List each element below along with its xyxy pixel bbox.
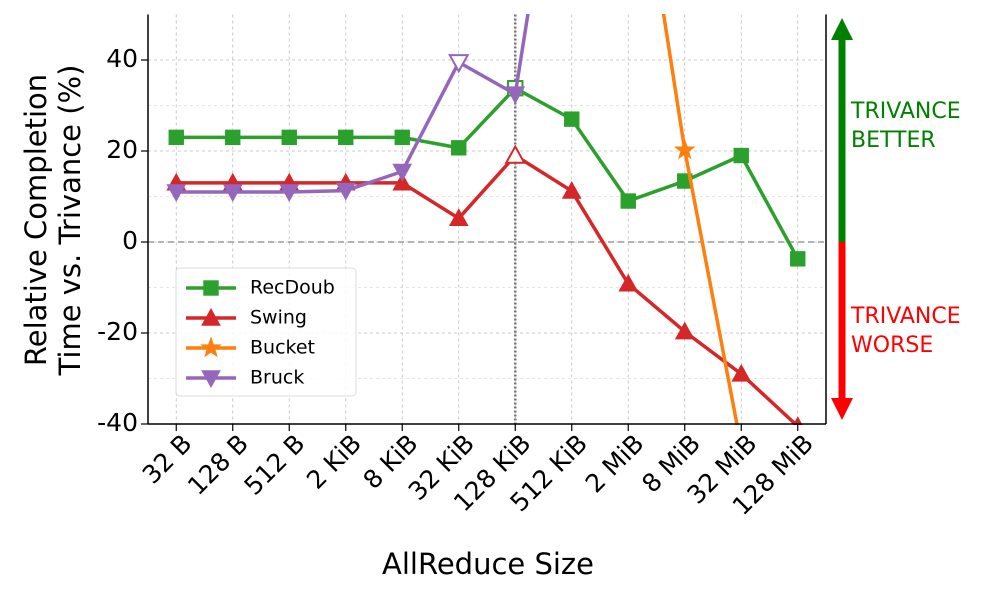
better-label: BETTER: [851, 128, 936, 153]
better-label: TRIVANCE: [850, 99, 961, 124]
data-point: [790, 251, 806, 267]
data-point: [561, 181, 582, 199]
legend-label: RecDoub: [250, 277, 335, 299]
better-arrowhead: [831, 18, 853, 40]
data-point: [166, 184, 187, 202]
plot-area: [166, 14, 806, 425]
legend-marker: [201, 370, 221, 389]
data-point: [225, 129, 241, 146]
data-point: [731, 363, 752, 382]
data-point: [620, 193, 636, 209]
data-point: [564, 111, 580, 127]
data-point: [335, 182, 356, 201]
data-point: [222, 184, 243, 202]
legend-marker: [201, 307, 221, 326]
data-point: [733, 147, 749, 164]
legend-box: [175, 267, 357, 397]
data-point: [279, 184, 300, 202]
y-axis-label: Time vs. Trivance (%): [53, 65, 87, 377]
x-tick-label: 512 B: [238, 429, 310, 501]
data-point: [505, 86, 526, 105]
legend-label: Bucket: [250, 337, 315, 359]
series-line: [176, 86, 800, 260]
worse-label: TRIVANCE: [850, 304, 961, 329]
y-tick-label: 20: [106, 135, 138, 164]
data-point: [338, 129, 354, 146]
data-point: [504, 144, 526, 164]
worse-arrowhead: [831, 398, 853, 420]
data-point: [392, 172, 413, 191]
data-point: [618, 273, 639, 292]
x-axis-label: AllReduce Size: [382, 547, 594, 581]
y-tick-label: -40: [97, 408, 138, 437]
data-point: [451, 140, 467, 156]
legend-label: Swing: [250, 307, 307, 329]
data-point: [394, 129, 410, 146]
data-point: [168, 129, 184, 146]
data-point: [281, 129, 297, 146]
x-tick-label: 128 B: [182, 429, 254, 501]
y-tick-label: -20: [97, 317, 138, 346]
y-tick-label: 0: [122, 226, 138, 255]
legend-label: Bruck: [250, 367, 304, 389]
series-line: [661, 14, 739, 425]
legend-marker: [200, 336, 222, 358]
y-axis-label: Relative Completion: [19, 74, 53, 366]
x-tick-label: 2 MiB: [580, 429, 650, 499]
y-tick-label: 40: [106, 44, 138, 73]
x-tick-label: 2 KiB: [301, 429, 367, 495]
worse-label: WORSE: [851, 333, 933, 358]
legend-marker: [203, 280, 219, 296]
data-point: [448, 54, 470, 74]
data-point: [792, 416, 803, 425]
data-point: [673, 138, 696, 160]
data-point: [392, 163, 413, 182]
data-point: [448, 208, 469, 227]
data-point: [674, 321, 695, 340]
series-line: [176, 14, 530, 194]
